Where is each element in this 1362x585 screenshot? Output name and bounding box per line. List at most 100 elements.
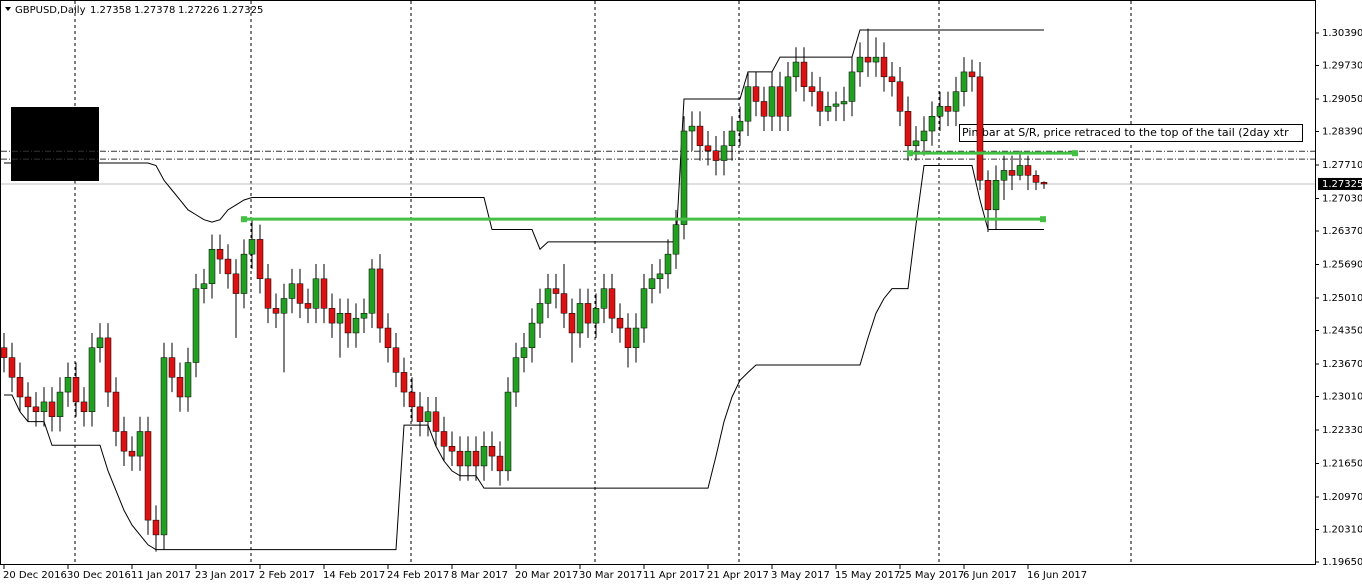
candle-body <box>376 268 384 329</box>
candle-body <box>168 357 176 378</box>
candle-body <box>40 401 48 413</box>
candle-body <box>280 298 288 314</box>
candle-body <box>592 308 600 324</box>
candle-body <box>976 76 984 181</box>
candle-body <box>416 406 424 422</box>
candle-body <box>448 445 456 452</box>
annotation: Pin bar at S/R, price retraced to the to… <box>962 126 1289 139</box>
candle-body <box>712 150 720 161</box>
candle-body <box>560 293 568 314</box>
candle-body <box>312 278 320 309</box>
candle-body <box>584 303 592 324</box>
candle-body <box>768 86 776 117</box>
candle-body <box>960 71 968 92</box>
candle-body <box>864 56 872 63</box>
level-handle <box>241 216 247 223</box>
y-tick-label: 1.24350 <box>1322 325 1362 336</box>
candle-body <box>488 445 496 457</box>
candle-body <box>632 327 640 348</box>
candle-body <box>0 347 8 358</box>
level-handle <box>1040 216 1046 223</box>
candle-body <box>424 411 432 422</box>
candle-body <box>936 106 944 117</box>
y-tick-label: 1.29050 <box>1322 94 1362 105</box>
candle-body <box>640 288 648 329</box>
candle-body <box>88 347 96 413</box>
candle-body <box>32 406 40 413</box>
ohlc-open: 1.27358 <box>90 5 131 16</box>
candle-body <box>368 268 376 314</box>
candle-body <box>600 288 608 309</box>
candle-body <box>408 391 416 408</box>
candle-body <box>752 86 760 102</box>
y-tick-label: 1.20310 <box>1322 524 1362 535</box>
candle-body <box>984 180 992 211</box>
candle-body <box>1040 182 1048 185</box>
candle-body <box>64 377 72 393</box>
candle-body <box>288 283 296 299</box>
candle-body <box>840 101 848 105</box>
y-tick-label: 1.28390 <box>1322 127 1362 138</box>
candle-body <box>392 347 400 373</box>
menu-arrow <box>5 7 11 11</box>
candle-body <box>1024 165 1032 176</box>
y-tick-label: 1.27710 <box>1322 160 1362 171</box>
candle-body <box>1016 165 1024 176</box>
x-tick-label: 24 Feb 2017 <box>387 570 449 581</box>
candle-body <box>880 56 888 78</box>
x-tick-label: 30 Mar 2017 <box>579 570 642 581</box>
x-tick-label: 11 Jan 2017 <box>131 570 191 581</box>
candle-body <box>104 337 112 393</box>
y-tick-label: 1.25010 <box>1322 293 1362 304</box>
candle-body <box>224 258 232 275</box>
x-tick-label: 21 Apr 2017 <box>707 570 769 581</box>
candle-body <box>256 239 264 280</box>
candle-body <box>992 180 1000 211</box>
candle-body <box>888 76 896 83</box>
upper-channel <box>4 29 1044 251</box>
candle-body <box>800 61 808 87</box>
candle-body <box>216 248 224 260</box>
candle-body <box>688 125 696 132</box>
candle-body <box>904 111 912 147</box>
candle-body <box>16 377 24 398</box>
candle-body <box>808 86 816 92</box>
y-tick-label: 1.26370 <box>1322 226 1362 237</box>
candle-body <box>856 56 864 73</box>
plot-frame <box>0 0 1316 565</box>
candle-body <box>264 278 272 309</box>
candle-body <box>1000 170 1008 181</box>
candle-body <box>304 303 312 309</box>
candle-body <box>792 61 800 78</box>
candle-body <box>56 391 64 417</box>
y-tick-label: 1.27030 <box>1322 193 1362 204</box>
candle-body <box>744 86 752 122</box>
x-tick-label: 20 Dec 2016 <box>3 570 67 581</box>
candle-body <box>704 145 712 151</box>
candle-body <box>192 288 200 363</box>
candle-body <box>520 347 528 358</box>
candle-body <box>664 253 672 275</box>
candle-body <box>472 450 480 467</box>
candle-body <box>272 308 280 314</box>
candle-body <box>352 317 360 334</box>
candle-body <box>536 303 544 324</box>
x-tick-label: 25 May 2017 <box>899 570 964 581</box>
x-tick-label: 6 Jun 2017 <box>963 570 1017 581</box>
candle-body <box>824 106 832 112</box>
candle-body <box>1032 175 1040 183</box>
candle-body <box>680 130 688 225</box>
candle-body <box>648 278 656 289</box>
price-tag <box>1318 177 1362 190</box>
candle-body <box>872 56 880 63</box>
candle-body <box>24 396 32 408</box>
candle-body <box>576 303 584 334</box>
candle-body <box>784 76 792 117</box>
y-tick-label: 1.19650 <box>1322 557 1362 568</box>
candle-body <box>504 391 512 472</box>
candle-body <box>464 450 472 467</box>
period-separators <box>74 1 1132 565</box>
y-tick-label: 1.22330 <box>1322 425 1362 436</box>
candle-body <box>160 357 168 536</box>
candle-body <box>384 327 392 348</box>
